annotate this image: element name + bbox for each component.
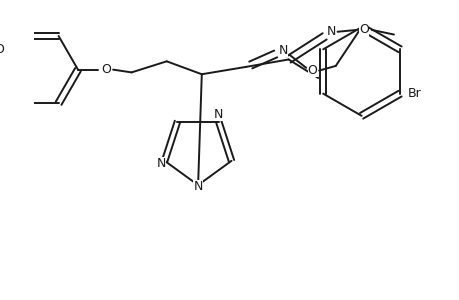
Text: O: O (307, 64, 317, 77)
Text: O: O (358, 23, 369, 36)
Text: N: N (193, 180, 202, 194)
Text: N: N (326, 25, 335, 38)
Text: N: N (214, 108, 223, 122)
Text: O: O (0, 44, 5, 56)
Text: N: N (278, 44, 287, 57)
Text: O: O (101, 63, 111, 76)
Text: N: N (157, 157, 166, 170)
Text: Br: Br (407, 87, 420, 100)
